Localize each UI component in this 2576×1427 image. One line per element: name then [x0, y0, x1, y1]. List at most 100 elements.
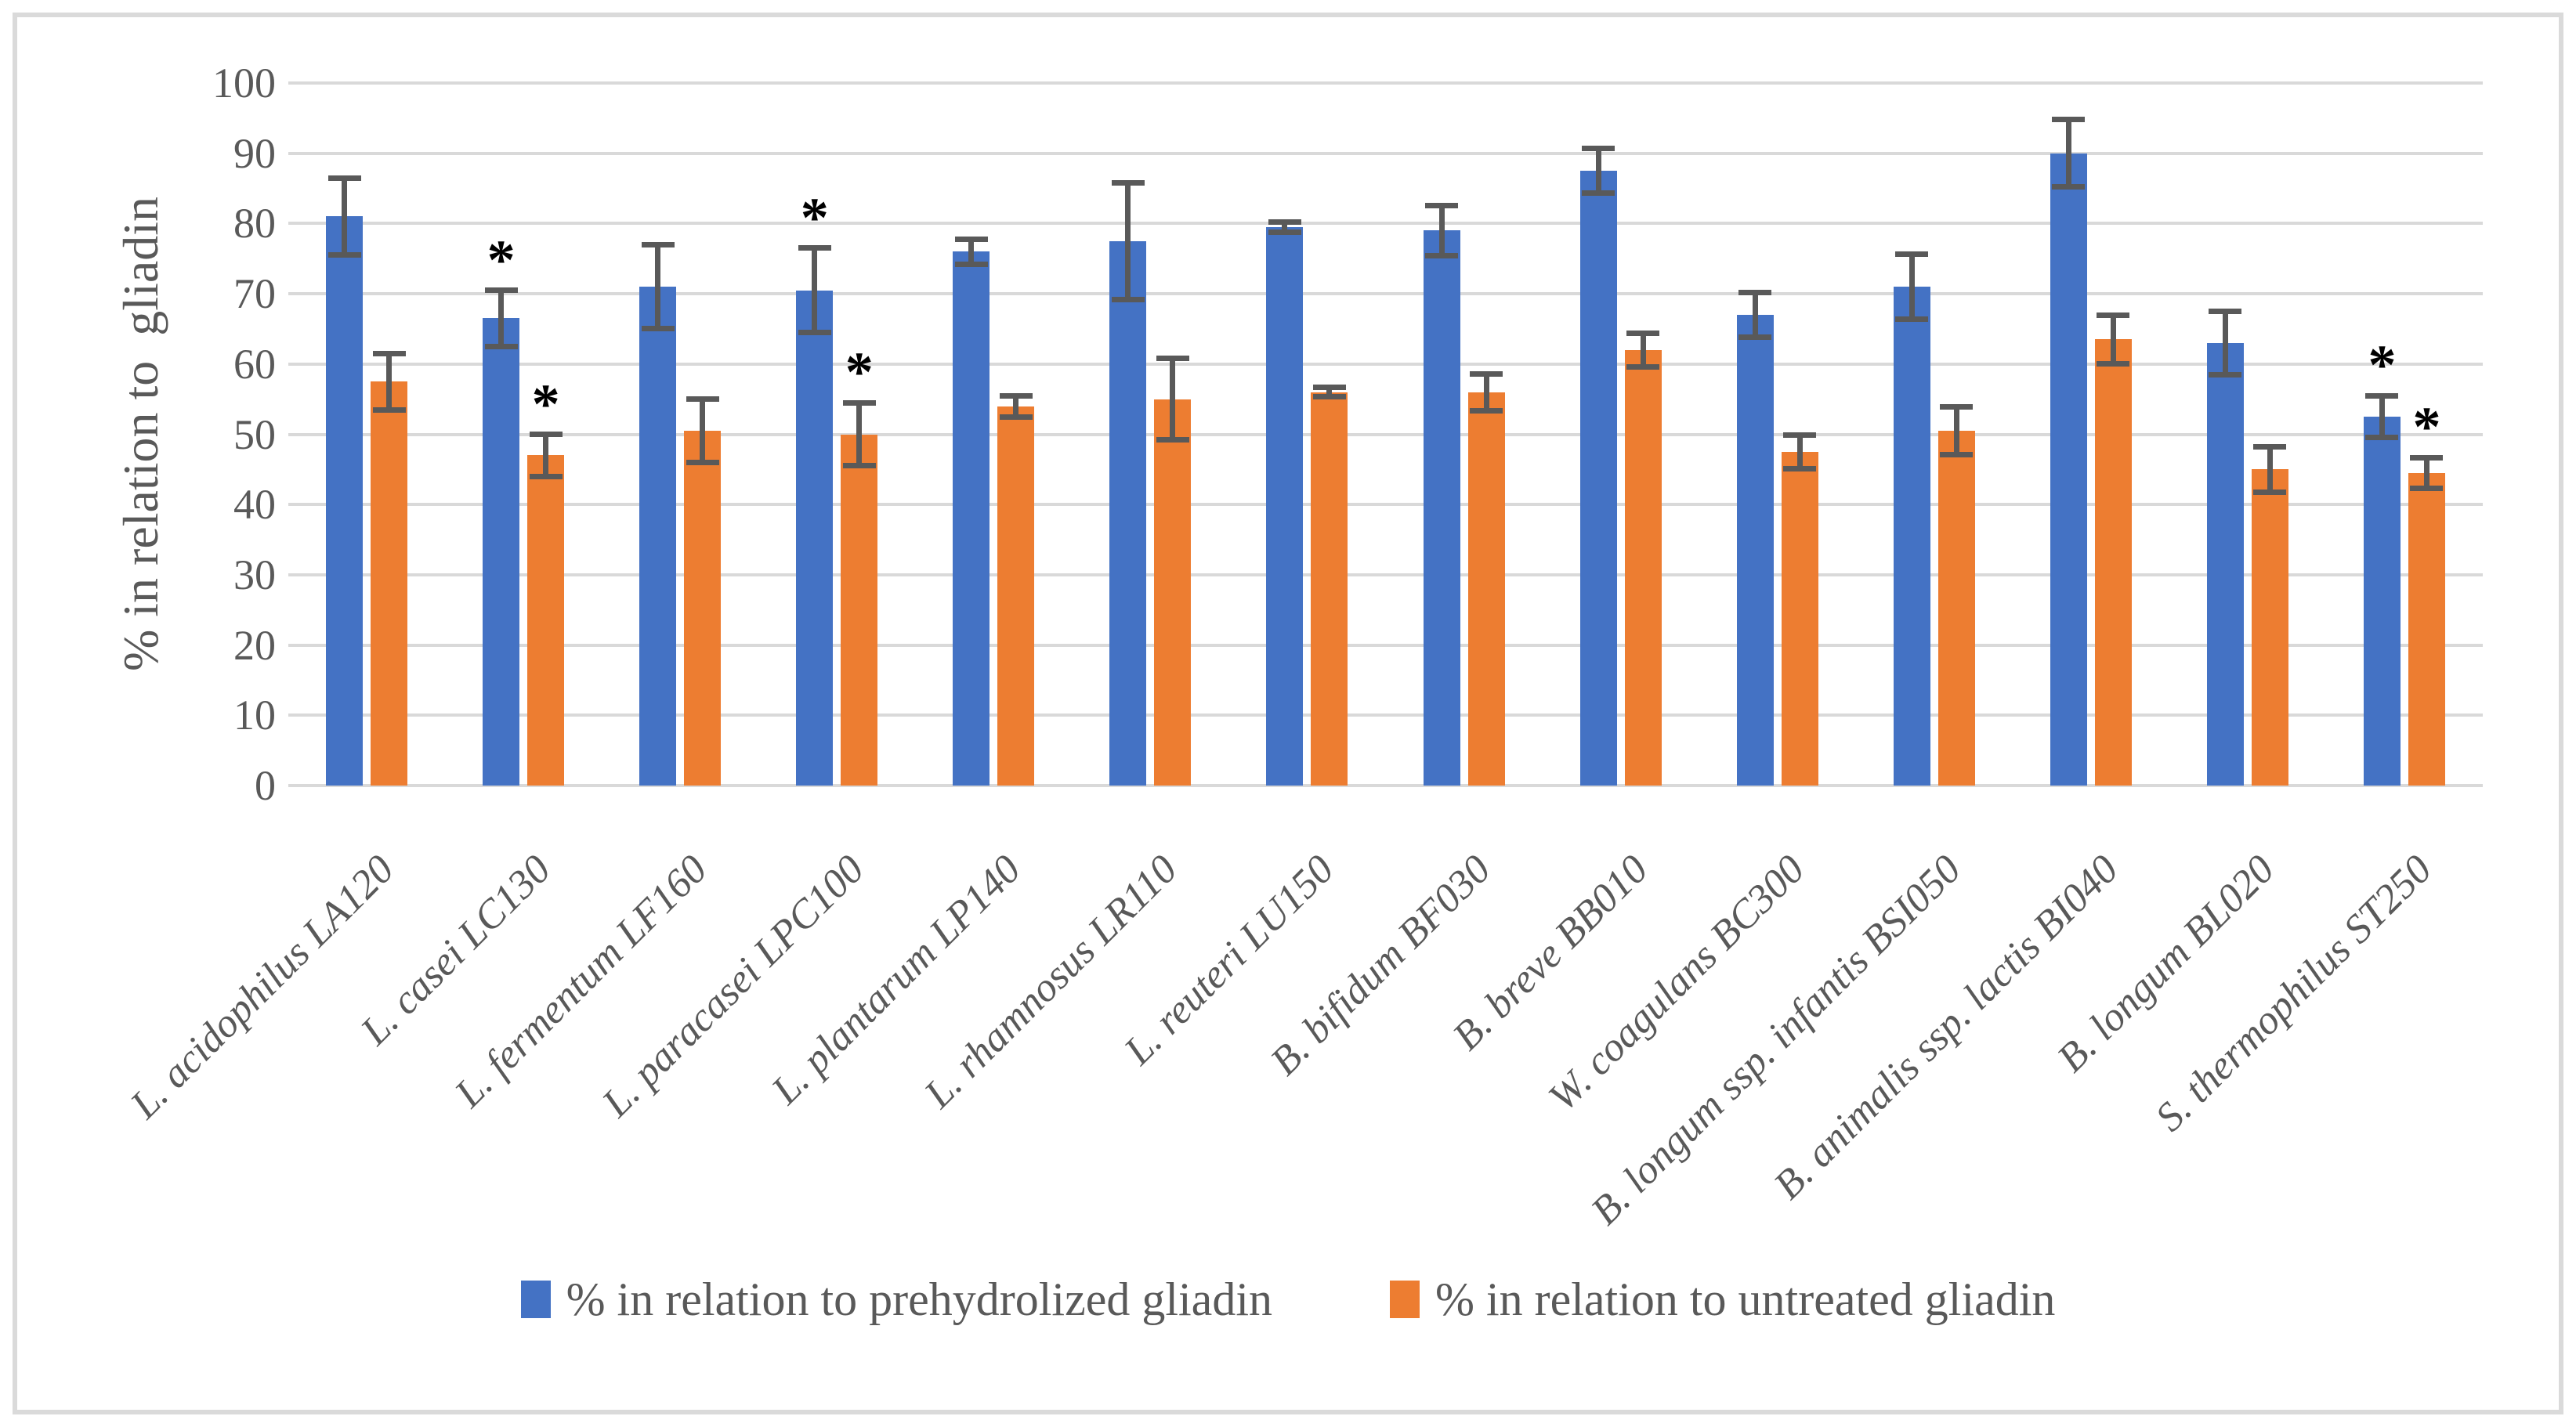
error-bar-cap [2209, 371, 2242, 378]
bar-untreated-gliadin [527, 455, 565, 786]
y-tick-label: 60 [233, 340, 276, 388]
error-bar-cap [529, 473, 563, 479]
x-axis-category-label: L. paracasei LPC100 [593, 847, 873, 1126]
legend-label: % in relation to prehydrolized gliadin [566, 1273, 1272, 1325]
bar-untreated-gliadin [1937, 431, 1975, 786]
bar-untreated-gliadin [1311, 392, 1348, 786]
bar-untreated-gliadin [997, 406, 1035, 786]
error-bar-cap [1111, 179, 1145, 186]
error-bar-line [1908, 254, 1915, 320]
error-bar-line [498, 290, 505, 347]
error-bar-cap [999, 392, 1033, 399]
error-bar-cap [686, 396, 719, 403]
error-bar-line [386, 353, 393, 410]
error-bar-cap [1738, 334, 1772, 341]
significance-asterisk: * [487, 228, 516, 291]
y-tick-label: 70 [233, 270, 276, 318]
bar-prehydrolized-gliadin [1893, 287, 1930, 786]
error-bar-cap [1582, 145, 1615, 151]
gridline [288, 432, 2483, 436]
error-bar-cap [2097, 361, 2130, 367]
error-bar-cap [2410, 454, 2444, 461]
error-bar-line [812, 247, 818, 333]
error-bar-line [1752, 292, 1758, 338]
significance-asterisk: * [531, 372, 560, 435]
error-bar-cap [1156, 437, 1189, 443]
y-tick-label: 80 [233, 200, 276, 247]
figure-border [13, 13, 2563, 1414]
error-bar-cap [2253, 489, 2287, 495]
x-axis-category-label: W. coagulans BC300 [1539, 847, 1814, 1120]
legend-swatch [520, 1281, 551, 1318]
bar-prehydrolized-gliadin [1266, 226, 1304, 786]
error-bar-cap [1268, 229, 1301, 235]
error-bar-cap [641, 326, 675, 332]
y-tick-label: 0 [255, 762, 276, 809]
error-bar-cap [2097, 312, 2130, 318]
error-bar-cap [327, 252, 361, 258]
bar-untreated-gliadin [2094, 339, 2132, 786]
error-bar-cap [954, 261, 988, 267]
bar-untreated-gliadin [1467, 392, 1505, 786]
error-bar-line [968, 239, 975, 265]
error-bar-line [2423, 457, 2429, 489]
error-bar-cap [1626, 363, 1660, 370]
x-axis-category-label: S. thermophilus ST250 [2147, 847, 2440, 1140]
bar-prehydrolized-gliadin [2050, 153, 2087, 786]
legend-swatch [1389, 1281, 1420, 1318]
error-bar-cap [484, 287, 518, 294]
y-tick-label: 100 [212, 60, 276, 107]
error-bar-line [1640, 333, 1646, 367]
error-bar-line [2222, 311, 2228, 375]
legend: % in relation to prehydrolized gliadin % … [0, 1256, 2576, 1342]
error-bar-cap [1940, 452, 1974, 457]
bar-prehydrolized-gliadin [326, 216, 364, 786]
bar-prehydrolized-gliadin [2206, 342, 2244, 786]
y-tick-label: 30 [233, 551, 276, 598]
gridline [288, 362, 2483, 366]
error-bar-cap [2365, 435, 2399, 441]
bar-untreated-gliadin [841, 434, 878, 786]
gridline [288, 784, 2483, 787]
error-bar-cap [641, 241, 675, 247]
significance-asterisk: * [2412, 396, 2441, 459]
error-bar-line [1125, 182, 1131, 300]
bar-untreated-gliadin [2408, 472, 2445, 786]
error-bar-cap [529, 432, 563, 437]
gridline [288, 151, 2483, 155]
error-bar-cap [1940, 404, 1974, 410]
bar-prehydrolized-gliadin [639, 287, 677, 786]
legend-label: % in relation to untreated gliadin [1435, 1273, 2056, 1325]
error-bar-line [1953, 406, 1959, 455]
error-bar-cap [2410, 486, 2444, 492]
error-bar-cap [798, 329, 831, 335]
error-bar-cap [1470, 407, 1503, 414]
error-bar-cap [2209, 309, 2242, 315]
bar-prehydrolized-gliadin [2363, 417, 2401, 786]
bar-untreated-gliadin [684, 431, 722, 786]
bar-untreated-gliadin [1781, 451, 1818, 786]
error-bar-line [1438, 205, 1445, 256]
error-bar-cap [2365, 392, 2399, 399]
error-bar-line [1595, 148, 1601, 193]
error-bar-cap [798, 245, 831, 251]
significance-asterisk: * [2368, 334, 2397, 397]
legend-item-prehydrolized: % in relation to prehydrolized gliadin [520, 1273, 1272, 1325]
error-bar-line [2379, 396, 2385, 438]
error-bar-line [342, 178, 348, 255]
error-bar-cap [1312, 384, 1346, 390]
error-bar-cap [1738, 289, 1772, 295]
error-bar-cap [1626, 330, 1660, 336]
error-bar-cap [372, 406, 406, 413]
bar-prehydrolized-gliadin [483, 318, 520, 786]
y-tick-label: 40 [233, 481, 276, 529]
bar-prehydrolized-gliadin [1109, 240, 1147, 786]
error-bar-cap [686, 459, 719, 465]
error-bar-cap [1470, 370, 1503, 377]
error-bar-cap [327, 175, 361, 181]
error-bar-cap [1895, 316, 1929, 322]
bar-untreated-gliadin [2251, 469, 2288, 786]
error-bar-cap [1582, 190, 1615, 197]
error-bar-cap [1895, 251, 1929, 258]
